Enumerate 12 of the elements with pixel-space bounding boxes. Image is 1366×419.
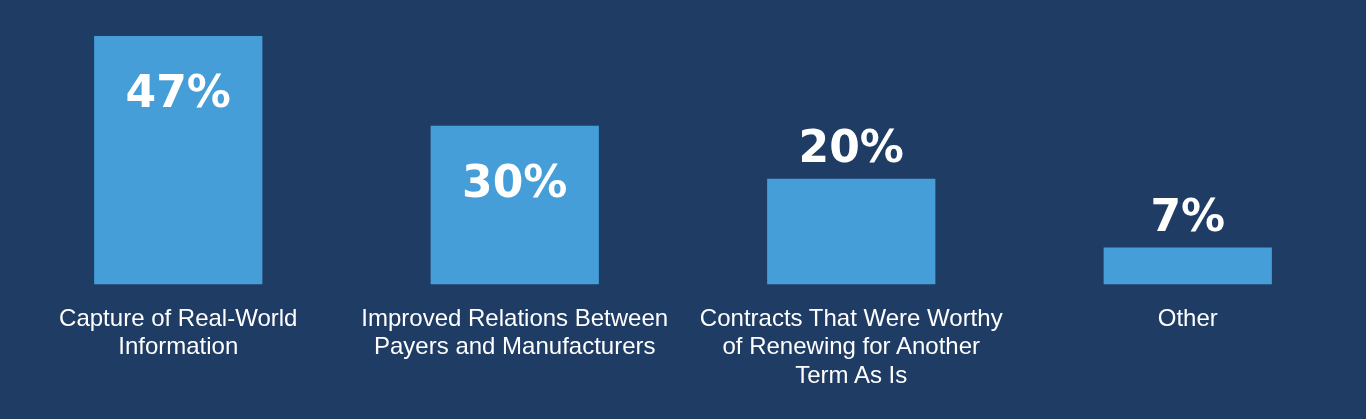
bar	[94, 35, 263, 285]
x-tick-label: Other	[1157, 303, 1218, 331]
x-tick-label: Improved Relations Between Payers and Manufacturers	[361, 303, 669, 360]
bar	[430, 125, 599, 285]
data-label: 7%	[1150, 189, 1226, 241]
x-tick-label: Capture of Real-World Information	[59, 303, 298, 360]
bar	[767, 178, 936, 285]
data-label: 47%	[125, 66, 231, 118]
data-label: 20%	[798, 121, 904, 173]
x-tick-label: Contracts That Were Worthy of Renewing for Another Term As Is	[699, 303, 1003, 389]
bar	[1103, 247, 1272, 285]
data-label: 30%	[462, 156, 568, 208]
